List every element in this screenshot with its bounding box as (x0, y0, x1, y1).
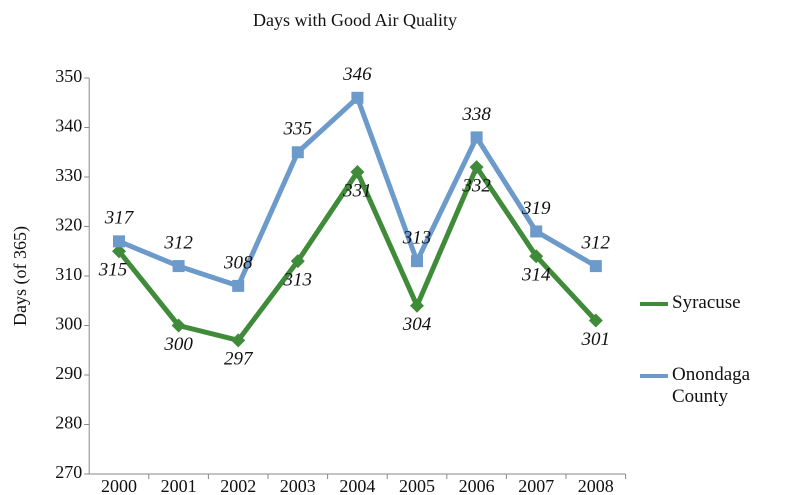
data-label: 312 (581, 232, 611, 253)
legend-swatch (640, 302, 668, 306)
data-label: 314 (521, 265, 551, 286)
data-label: 297 (224, 349, 254, 370)
marker (231, 333, 246, 348)
data-label: 313 (402, 228, 432, 249)
data-label: 308 (223, 252, 253, 273)
x-tick-label: 2001 (161, 476, 197, 495)
data-label: 346 (342, 64, 372, 85)
y-tick-label: 300 (55, 314, 82, 334)
legend-label: Onondaga County (672, 364, 751, 407)
x-tick-label: 2003 (280, 476, 316, 495)
marker (530, 225, 543, 238)
marker (529, 249, 544, 264)
marker (290, 254, 305, 269)
marker (469, 160, 484, 175)
y-tick-label: 320 (55, 215, 82, 235)
y-tick-label: 350 (55, 66, 82, 86)
x-tick-label: 2008 (578, 476, 614, 495)
y-tick-label: 340 (55, 116, 82, 136)
y-tick-label: 270 (55, 462, 82, 482)
data-label: 331 (342, 180, 372, 201)
x-tick-label: 2006 (459, 476, 495, 495)
marker (351, 91, 364, 104)
data-label: 315 (98, 260, 128, 281)
marker (411, 255, 423, 268)
data-label: 319 (521, 198, 551, 219)
marker (113, 235, 125, 248)
marker (589, 260, 602, 273)
data-label: 312 (163, 232, 193, 253)
x-tick-label: 2007 (518, 476, 554, 495)
data-label: 301 (581, 329, 611, 350)
marker (588, 313, 603, 328)
marker (172, 260, 185, 273)
legend-label: Syracuse (672, 292, 741, 313)
marker (470, 131, 483, 144)
x-tick-label: 2002 (220, 476, 256, 495)
marker (350, 165, 365, 180)
data-label: 338 (461, 104, 491, 125)
data-label: 332 (461, 175, 491, 196)
marker (232, 279, 245, 292)
chart-title: Days with Good Air Quality (253, 10, 457, 30)
x-tick-label: 2000 (101, 476, 137, 495)
marker (112, 244, 126, 259)
y-tick-label: 280 (55, 413, 82, 433)
data-label: 313 (283, 270, 313, 291)
data-label: 317 (104, 208, 135, 229)
y-tick-label: 290 (55, 363, 82, 383)
marker (171, 318, 186, 333)
x-tick-label: 2005 (399, 476, 435, 495)
marker (291, 146, 304, 159)
y-tick-label: 310 (55, 264, 82, 284)
x-tick-label: 2004 (339, 476, 375, 495)
y-tick-label: 330 (55, 165, 82, 185)
data-label: 304 (402, 314, 432, 335)
data-label: 335 (283, 119, 313, 140)
legend-swatch (640, 374, 668, 378)
data-label: 300 (163, 334, 193, 355)
marker (410, 298, 424, 313)
y-axis-label: Days (of 365) (10, 226, 31, 326)
legend-item: Syracuse (640, 292, 792, 314)
legend-item: Onondaga County (640, 364, 792, 408)
